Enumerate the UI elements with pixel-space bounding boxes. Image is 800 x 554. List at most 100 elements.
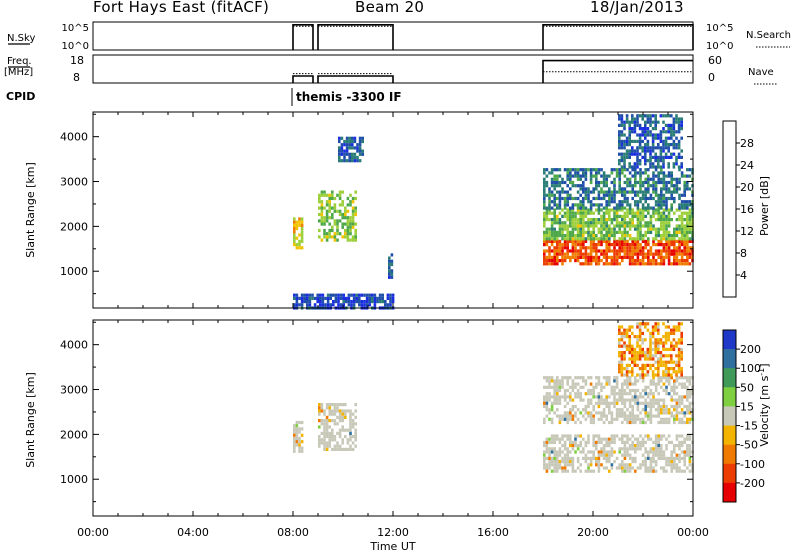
- data-cell: [660, 417, 663, 421]
- data-cell: [597, 221, 601, 225]
- data-cell: [649, 252, 653, 256]
- data-cell: [660, 259, 663, 263]
- data-cell: [592, 203, 595, 207]
- data-cell: [582, 221, 585, 225]
- data-cell: [638, 367, 642, 371]
- data-cell: [592, 218, 595, 222]
- data-cell: [631, 224, 634, 228]
- data-cell: [318, 206, 321, 210]
- data-cell: [389, 296, 392, 300]
- data-cell: [550, 243, 554, 247]
- data-cell: [647, 180, 650, 185]
- data-cell: [639, 392, 642, 396]
- data-cell: [311, 293, 314, 297]
- data-cell: [553, 249, 556, 253]
- data-cell: [644, 221, 647, 225]
- data-cell: [298, 420, 301, 425]
- data-cell: [600, 174, 603, 178]
- data-cell: [548, 379, 551, 383]
- data-cell: [328, 409, 331, 413]
- data-cell: [688, 200, 692, 204]
- data-cell: [318, 441, 321, 445]
- data-cell: [550, 460, 554, 464]
- data-cell: [328, 403, 331, 407]
- data-cell: [610, 180, 614, 185]
- data-cell: [636, 237, 640, 241]
- data-cell: [556, 259, 559, 263]
- data-cell: [626, 224, 629, 228]
- data-cell: [683, 206, 686, 210]
- data-cell: [300, 236, 304, 240]
- data-cell: [675, 379, 679, 383]
- data-cell: [574, 259, 577, 263]
- data-cell: [646, 120, 650, 124]
- data-cell: [675, 344, 678, 348]
- data-cell: [662, 408, 666, 412]
- data-cell: [566, 463, 569, 467]
- data-cell: [354, 238, 357, 242]
- data-cell: [592, 404, 595, 409]
- data-cell: [386, 296, 390, 300]
- data-cell: [589, 259, 593, 263]
- time-tick-label: 04:00: [177, 526, 209, 539]
- data-cell: [602, 453, 606, 457]
- data-cell: [610, 434, 614, 438]
- data-cell: [618, 354, 621, 358]
- data-cell: [621, 237, 624, 241]
- data-cell: [348, 143, 351, 147]
- data-cell: [584, 206, 588, 210]
- data-cell: [618, 114, 621, 118]
- data-cell: [680, 382, 684, 386]
- velocity-ytick-label: 3000: [60, 384, 88, 397]
- data-cell: [626, 184, 629, 188]
- data-cell: [620, 143, 624, 147]
- data-cell: [654, 193, 658, 197]
- data-cell: [548, 382, 551, 386]
- data-cell: [654, 180, 658, 185]
- data-cell: [639, 227, 642, 231]
- data-cell: [584, 382, 588, 386]
- data-cell: [331, 212, 334, 217]
- data-cell: [589, 463, 593, 467]
- data-cell: [628, 190, 632, 194]
- data-cell: [625, 347, 629, 351]
- data-cell: [543, 180, 546, 185]
- data-cell: [556, 230, 559, 234]
- data-cell: [639, 440, 642, 444]
- data-cell: [553, 200, 556, 204]
- data-cell: [602, 239, 606, 243]
- data-cell: [628, 417, 632, 421]
- data-cell: [659, 152, 663, 156]
- data-cell: [589, 420, 593, 425]
- velocity-colorbar-swatch: [723, 368, 736, 388]
- data-cell: [610, 259, 614, 263]
- data-cell: [548, 206, 551, 210]
- data-cell: [563, 227, 567, 231]
- data-cell: [605, 382, 608, 386]
- data-cell: [664, 341, 668, 345]
- data-cell: [680, 243, 684, 247]
- data-cell: [621, 440, 624, 444]
- data-cell: [584, 469, 588, 473]
- data-cell: [618, 325, 621, 329]
- data-cell: [608, 243, 611, 247]
- data-cell: [677, 341, 681, 345]
- data-cell: [660, 239, 663, 243]
- data-cell: [597, 211, 601, 215]
- data-cell: [652, 255, 655, 259]
- data-cell: [587, 168, 590, 172]
- data-cell: [343, 155, 346, 160]
- data-cell: [657, 440, 660, 444]
- data-cell: [683, 211, 686, 215]
- data-cell: [660, 171, 663, 175]
- data-cell: [634, 414, 637, 418]
- data-cell: [388, 259, 391, 263]
- data-cell: [634, 417, 637, 421]
- data-cell: [558, 168, 562, 172]
- data-cell: [298, 440, 301, 444]
- data-cell: [626, 211, 629, 215]
- data-cell: [574, 395, 577, 399]
- data-cell: [652, 392, 655, 396]
- data-cell: [665, 234, 668, 238]
- data-cell: [608, 196, 611, 201]
